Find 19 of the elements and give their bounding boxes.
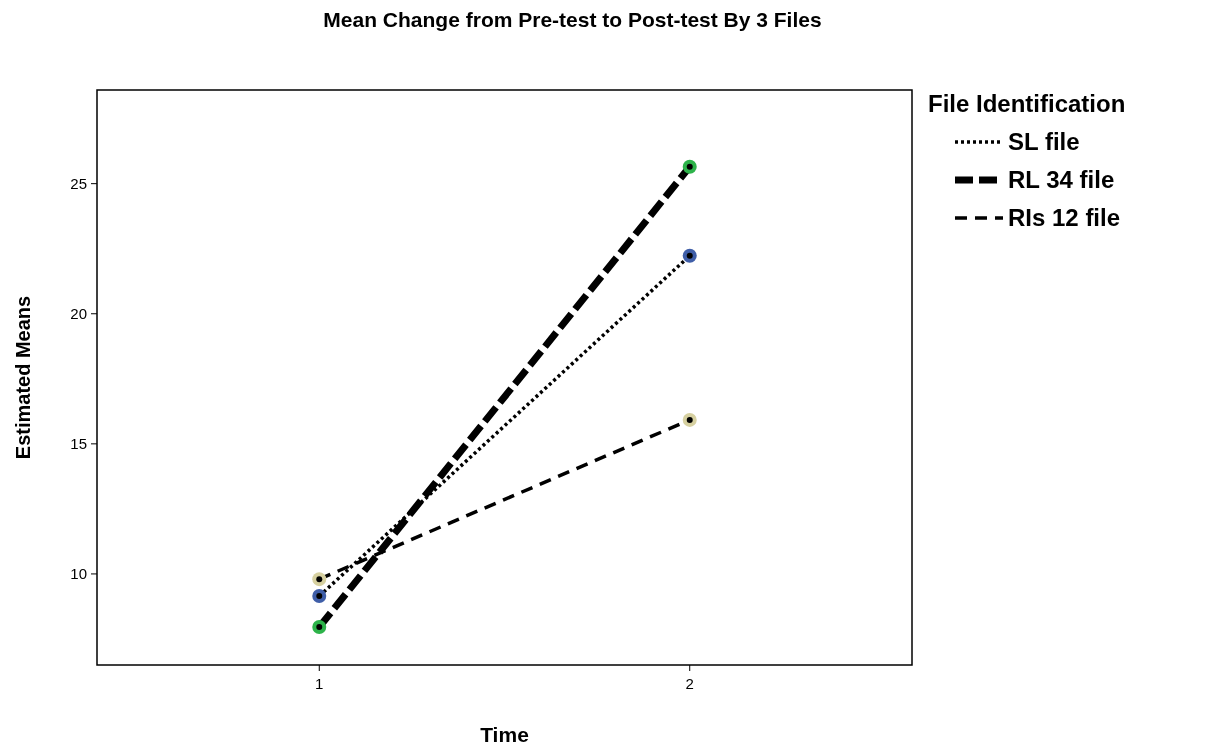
x-tick-label: 1 <box>315 675 324 692</box>
point <box>682 412 697 427</box>
legend-title: File Identification <box>928 90 1126 117</box>
legend-label: SL file <box>1008 128 1080 155</box>
chart-title: Mean Change from Pre-test to Post-test By 3 Files <box>323 8 822 31</box>
point <box>312 589 327 604</box>
point <box>682 248 697 263</box>
y-tick-label: 20 <box>70 305 87 323</box>
point <box>312 620 327 635</box>
y-tick-label: 15 <box>70 435 87 453</box>
point <box>312 572 327 587</box>
x-tick-label: 2 <box>685 675 694 692</box>
y-tick-label: 25 <box>70 174 87 192</box>
x-axis-title: Time <box>480 723 529 746</box>
point <box>682 159 697 174</box>
y-tick-label: 10 <box>70 565 87 583</box>
legend-label: RIs 12 file <box>1008 204 1121 231</box>
legend-label: RL 34 file <box>1008 166 1115 193</box>
y-axis-title: Estimated Means <box>12 295 34 460</box>
